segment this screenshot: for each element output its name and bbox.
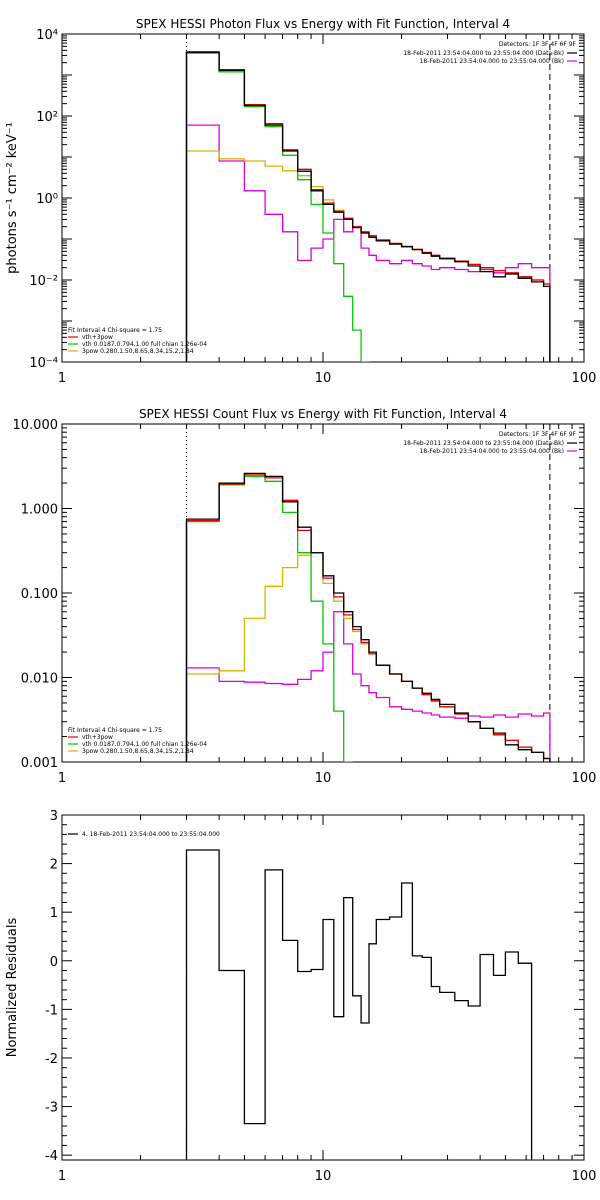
y-tick-label: 0.001	[21, 756, 58, 771]
y-tick-label: 10⁰	[36, 192, 58, 207]
y-axis-label: photons s⁻¹ cm⁻² keV⁻¹	[5, 122, 20, 274]
series-line-total	[185, 51, 551, 362]
legend-right-entry: 18-Feb-2011 23:54:04.000 to 23:55:04.000…	[420, 58, 564, 65]
series-line-background	[185, 611, 551, 762]
y-tick-label: 0.100	[21, 587, 58, 602]
y-tick-label: -3	[45, 1101, 58, 1116]
series-line-data	[185, 52, 551, 362]
axes-frame	[61, 814, 585, 1161]
x-tick-label: 10	[315, 371, 332, 386]
legend-right-entry: 18-Feb-2011 23:54:04.000 to 23:55:04.000…	[403, 50, 564, 57]
y-tick-label: 2	[50, 858, 58, 873]
legend-left-entry: 3pow 0.280,1.50,8.65,8.34,15.2,1.84	[82, 748, 194, 755]
y-tick-label: -1	[45, 1003, 58, 1018]
x-tick-label: 10	[315, 1169, 332, 1184]
series-line-power_law	[185, 150, 551, 362]
photon-flux-panel: SPEX HESSI Photon Flux vs Energy with Fi…	[5, 17, 596, 386]
y-tick-label: 10⁴	[36, 28, 58, 43]
x-tick-label: 100	[572, 371, 597, 386]
axes-frame	[61, 423, 585, 763]
legend-fit-header: Fit Interval 4 Chi-square = 1.75	[68, 327, 162, 334]
series-line-data	[185, 472, 551, 762]
y-tick-label: 10⁻²	[29, 274, 58, 289]
y-tick-label: 0.010	[21, 672, 58, 687]
x-tick-label: 1	[58, 371, 66, 386]
y-tick-label: 0	[50, 955, 58, 970]
legend-right-entry: 18-Feb-2011 23:54:04.000 to 23:55:04.000…	[420, 448, 564, 455]
plot-area	[185, 472, 551, 762]
legend-left-entry: 3pow 0.280,1.50,8.65,8.34,15.2,1.84	[82, 348, 194, 355]
x-tick-label: 100	[572, 771, 597, 786]
legend-left-entry: 4. 18-Feb-2011 23:54:04.000 to 23:55:04.…	[82, 831, 220, 838]
y-tick-label: -4	[45, 1149, 58, 1164]
legend-left-entry: vth+3pow	[82, 334, 113, 341]
x-tick-label: 100	[572, 1169, 597, 1184]
legend-fit-header: Fit Interval 4 Chi-square = 1.75	[68, 727, 162, 734]
y-tick-label: 10.000	[13, 418, 59, 433]
series-line-background	[185, 124, 551, 362]
chart-title: SPEX HESSI Count Flux vs Energy with Fit…	[139, 407, 507, 421]
series-line-total	[185, 474, 551, 762]
y-tick-label: 1	[50, 906, 58, 921]
y-tick-label: 10⁻⁴	[29, 356, 58, 371]
count-flux-panel: SPEX HESSI Count Flux vs Energy with Fit…	[13, 407, 597, 786]
x-tick-label: 1	[58, 771, 66, 786]
legend-left-entry: vth 0.0187,0.794,1.00 full chian 1.26e-0…	[82, 341, 207, 348]
legend-detectors: Detectors: 1F 3F 4F 6F 9F	[499, 41, 577, 48]
legend-left-entry: vth+3pow	[82, 734, 113, 741]
x-tick-label: 1	[58, 1169, 66, 1184]
plot-area	[185, 51, 551, 362]
legend-right-entry: 18-Feb-2011 23:54:04.000 to 23:55:04.000…	[403, 440, 564, 447]
y-tick-label: 10²	[36, 110, 58, 125]
series-line-thermal	[185, 475, 354, 762]
plot-area	[185, 849, 533, 1160]
x-tick-label: 10	[315, 771, 332, 786]
normalized-residuals-panel: Normalized Residuals 1 10 100 -4 -3 -2 -1 0 1 2 3 4.…	[5, 809, 596, 1184]
y-tick-label: 1.000	[21, 503, 58, 518]
y-axis-label: Normalized Residuals	[5, 918, 20, 1058]
legend-left-entry: vth 0.0187,0.794,1.00 full chian 1.26e-0…	[82, 741, 207, 748]
y-tick-label: 3	[50, 809, 58, 824]
chart-title: SPEX HESSI Photon Flux vs Energy with Fi…	[136, 17, 510, 31]
legend-detectors: Detectors: 1F 3F 4F 6F 9F	[499, 431, 577, 438]
series-line-data	[185, 849, 533, 1160]
y-tick-label: -2	[45, 1052, 58, 1067]
